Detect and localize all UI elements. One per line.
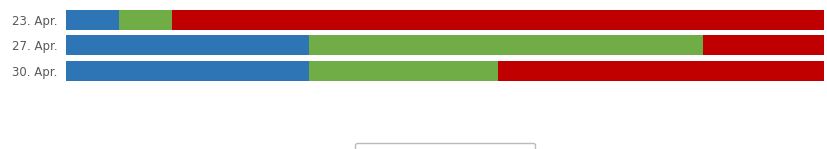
Bar: [702, 35, 823, 55]
Bar: [66, 61, 308, 81]
Bar: [66, 10, 119, 30]
Bar: [308, 61, 498, 81]
Bar: [172, 10, 823, 30]
Legend: Kalt, Normal, Warm: Kalt, Normal, Warm: [355, 143, 534, 149]
Bar: [308, 35, 702, 55]
Bar: [66, 35, 308, 55]
Bar: [119, 10, 172, 30]
Bar: [498, 61, 823, 81]
